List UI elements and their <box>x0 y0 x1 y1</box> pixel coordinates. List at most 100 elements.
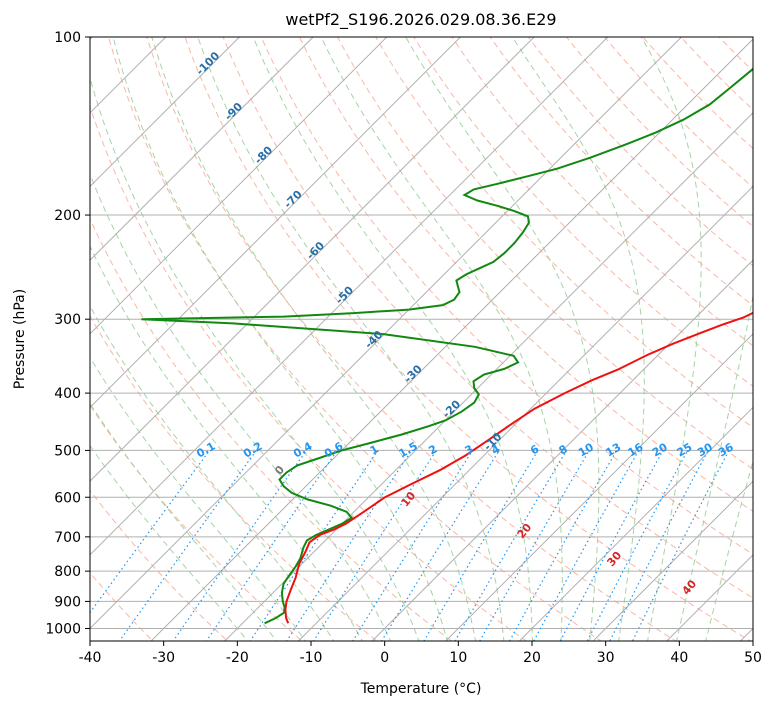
dry-adiabat-line <box>90 404 303 641</box>
y-tick-label: 500 <box>54 443 81 459</box>
y-tick-label: 1000 <box>45 621 81 637</box>
dry-adiabat-line <box>298 37 753 512</box>
mixing-ratio-label: 0.4 <box>291 439 315 460</box>
x-axis-label: Temperature (°C) <box>360 681 482 697</box>
isotherm-label: -90 <box>222 100 245 123</box>
mixing-ratio-line <box>249 450 379 641</box>
y-tick-label: 400 <box>54 386 81 402</box>
moist-adiabat-label: 40 <box>679 577 699 597</box>
moist-adiabat-line <box>90 172 392 641</box>
mixing-ratio-line <box>631 450 730 641</box>
isotherm-line <box>90 37 314 261</box>
isotherm-line <box>592 480 753 641</box>
isotherm-line <box>371 259 753 641</box>
moist-adiabat-line <box>90 76 420 641</box>
x-tick-label: 20 <box>523 650 541 666</box>
x-tick-label: -20 <box>226 650 249 666</box>
moist-adiabats <box>90 37 753 641</box>
isotherm-label: -100 <box>194 49 223 78</box>
isotherm-line <box>224 112 753 641</box>
moist-adiabat-line <box>511 37 645 641</box>
dry-adiabat-line <box>90 314 378 641</box>
y-tick-label: 800 <box>54 564 81 580</box>
mixing-ratio-label: 0.1 <box>194 439 217 460</box>
background-lines <box>90 26 775 653</box>
moist-adiabat-label: 30 <box>605 549 625 569</box>
isotherm-line <box>90 37 535 482</box>
x-tick-label: -30 <box>152 650 175 666</box>
moist-adiabat-line <box>197 37 505 641</box>
dry-adiabat-line <box>146 37 677 641</box>
x-axis: -40 -30 -20 -10 0 10 20 30 40 50 <box>79 641 762 666</box>
dry-adiabat-line <box>718 37 753 72</box>
moist-adiabat-label: 20 <box>515 521 535 541</box>
mixing-ratio-line <box>285 450 413 641</box>
isobars <box>90 37 753 629</box>
chart-title: wetPf2_S196.2026.029.08.36.E29 <box>285 10 556 30</box>
dry-adiabat-line <box>489 37 753 307</box>
y-tick-label: 900 <box>54 594 81 610</box>
dry-adiabat-line <box>451 37 753 347</box>
dry-adiabat-line <box>642 37 753 150</box>
mixing-ratio-line <box>533 450 640 641</box>
y-tick-label: 600 <box>54 490 81 506</box>
isotherm-line <box>518 406 753 641</box>
isotherm-line <box>90 37 462 409</box>
moist-adiabat-line <box>705 459 753 641</box>
mixing-ratio-label: 6 <box>528 442 541 457</box>
mixing-ratio-label: 4 <box>489 442 502 457</box>
y-tick-label: 100 <box>54 30 81 46</box>
moist-adiabat-line <box>90 304 335 641</box>
profiles <box>141 67 753 625</box>
mixing-ratio-line <box>586 450 689 641</box>
plot-frame <box>89 36 754 642</box>
mixing-ratio-line <box>479 450 590 641</box>
moist-adiabat-label: 10 <box>399 489 419 509</box>
dry-adiabat-line <box>260 37 753 555</box>
mixing-ratio-line <box>380 450 500 641</box>
moist-adiabat-line <box>151 37 477 641</box>
moist-adiabat-line <box>252 37 533 641</box>
moist-adiabat-line <box>90 356 306 641</box>
mixing-ratio-label: 16 <box>626 440 646 459</box>
x-tick-label: -40 <box>79 650 102 666</box>
dry-adiabats <box>90 26 775 653</box>
x-tick-label: 0 <box>380 650 389 666</box>
dry-adiabat-line <box>527 37 753 267</box>
y-axis-label: Pressure (hPa) <box>12 289 28 389</box>
temperature-line <box>284 311 753 624</box>
dry-adiabat-line <box>747 26 775 653</box>
mixing-ratio-label: 10 <box>576 440 596 459</box>
isotherm-line <box>297 185 753 641</box>
moist-adiabat-line <box>90 245 363 641</box>
mixing-ratio-label: 30 <box>695 440 715 459</box>
moist-adiabat-line <box>112 37 448 641</box>
y-tick-label: 200 <box>54 208 81 224</box>
dewpoint-line <box>141 67 753 625</box>
mixing-ratio-line <box>352 450 474 641</box>
mixing-ratio-label: 1.5 <box>396 439 419 460</box>
isotherm-line <box>90 37 388 335</box>
isotherm-line <box>90 37 683 630</box>
mixing-ratio-line <box>423 450 539 641</box>
x-tick-label: 40 <box>670 650 688 666</box>
dry-adiabat-line <box>413 37 753 387</box>
mixing-ratio-line <box>118 450 257 641</box>
dry-adiabat-line <box>90 489 229 641</box>
mixing-ratio-label: 13 <box>604 441 624 460</box>
isotherm-line <box>445 333 753 641</box>
mixing-ratio-label: 0.6 <box>322 439 346 460</box>
isotherm-label: -20 <box>440 397 463 420</box>
isotherm-label: -80 <box>252 143 275 166</box>
mixing-ratio-lines <box>90 450 730 641</box>
y-tick-label: 700 <box>54 530 81 546</box>
isotherm-line <box>90 37 241 188</box>
isotherms <box>90 37 753 641</box>
mixing-ratio-line <box>559 450 664 641</box>
dry-adiabat-line <box>565 37 753 228</box>
moist-adiabat-line <box>676 293 753 641</box>
dry-adiabat-line <box>108 37 602 641</box>
dry-adiabat-line <box>375 37 753 428</box>
mixing-ratio-line <box>508 450 618 641</box>
